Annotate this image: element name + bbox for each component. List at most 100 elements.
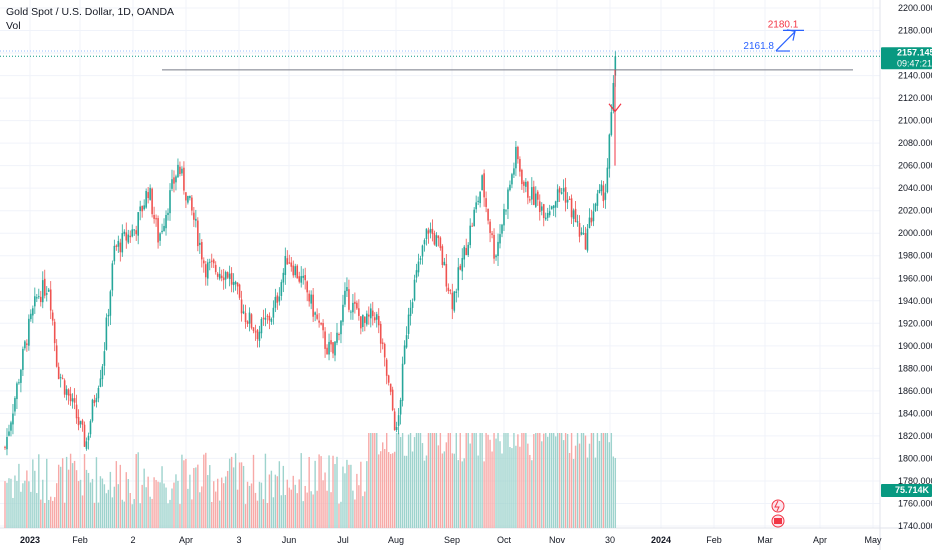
candle-body <box>322 323 324 331</box>
volume-bar <box>483 461 485 528</box>
candle-body <box>588 217 591 229</box>
candle-body <box>308 293 310 302</box>
candle-body <box>278 296 281 302</box>
candle-body <box>548 211 551 216</box>
volume-bar <box>219 500 221 528</box>
candle-body <box>246 321 249 324</box>
volume-bar <box>614 457 617 528</box>
volume-bar <box>312 494 314 528</box>
candle-body <box>533 186 535 205</box>
volume-bar <box>465 433 467 528</box>
volume-bar <box>525 433 527 528</box>
volume-bar <box>228 458 231 528</box>
up-arrow-head <box>786 29 796 41</box>
candle-body <box>298 276 301 282</box>
candle-body <box>493 234 495 259</box>
volume-bar <box>409 433 412 528</box>
volume-bar <box>187 488 189 528</box>
volume-bar <box>129 492 131 528</box>
volume-bar <box>356 473 358 528</box>
time-tick-label: Oct <box>497 535 512 545</box>
volume-bar <box>215 491 217 528</box>
volume-bar <box>103 484 106 528</box>
price-axis[interactable]: 2200.0002180.0002160.0002140.0002120.000… <box>898 3 932 531</box>
candle-body <box>177 164 179 178</box>
volume-bar <box>18 463 20 528</box>
candle-body <box>556 189 559 203</box>
price-tick-label: 1860.000 <box>898 386 932 396</box>
volume-bar <box>346 459 348 528</box>
candle-body <box>153 214 155 219</box>
candle-body <box>362 314 364 328</box>
price-tick-label: 1960.000 <box>898 273 932 283</box>
candle-body <box>592 211 595 222</box>
candle-body <box>383 343 386 358</box>
candle-body <box>328 341 330 355</box>
candle-body <box>433 233 436 245</box>
time-tick-label: 2 <box>130 535 135 545</box>
volume-bar <box>554 436 557 528</box>
candle-body <box>69 393 72 402</box>
volume-bar <box>121 499 123 528</box>
candle-body <box>564 187 567 203</box>
chart-icons[interactable] <box>771 499 785 528</box>
volume-bar <box>155 479 157 528</box>
candle-body <box>509 184 511 191</box>
candle-body <box>260 318 263 334</box>
candle-body <box>199 242 201 245</box>
volume-bar <box>578 443 581 528</box>
candle-body <box>558 187 561 193</box>
candle-body <box>531 187 533 200</box>
candle-body <box>397 415 400 426</box>
volume-bar <box>380 451 382 528</box>
volume-bar <box>256 500 259 528</box>
volume-bar <box>117 484 120 528</box>
volume-bar <box>443 451 446 528</box>
volume-bar <box>137 452 139 528</box>
volume-bar <box>282 465 285 528</box>
candle-body <box>206 262 209 279</box>
candle-body <box>439 237 442 249</box>
candle-body <box>220 275 223 278</box>
volume-bar <box>236 489 239 528</box>
volume-bar <box>296 493 298 528</box>
candle-body <box>37 296 40 298</box>
volume-legend-label[interactable]: Vol <box>6 20 21 32</box>
volume-bar <box>81 495 84 528</box>
candle-body <box>455 291 458 293</box>
candle-body <box>594 203 597 211</box>
symbol-title[interactable]: Gold Spot / U.S. Dollar, 1D, OANDA <box>6 6 175 18</box>
time-axis[interactable]: 2023 Feb 2 Apr 3 Jun Jul Aug Sep Oct Nov 30 2024 Feb M… <box>20 535 882 545</box>
candle-body <box>103 351 106 366</box>
candle-body <box>562 188 565 192</box>
candle-body <box>230 272 233 285</box>
target-label-1: 2161.8 <box>743 41 774 52</box>
volume-bar <box>586 457 589 528</box>
volume-bar <box>197 464 199 528</box>
volume-bar <box>234 453 237 528</box>
candle-body <box>318 320 320 323</box>
candle-body <box>294 266 297 276</box>
candle-body <box>181 168 183 174</box>
candle-body <box>89 421 92 435</box>
candle-body <box>419 258 422 260</box>
candle-body <box>356 302 358 309</box>
candle-body <box>401 363 404 401</box>
candle-body <box>238 284 241 298</box>
drawing-annotations[interactable]: 2161.8 2180.1 <box>608 19 804 166</box>
price-tick-label: 2080.000 <box>898 138 932 148</box>
volume-bar <box>368 433 370 528</box>
candle-body <box>125 232 128 241</box>
volume-bar <box>399 437 402 528</box>
volume-bar <box>384 449 386 528</box>
volume-bar <box>580 433 583 528</box>
candle-body <box>167 212 169 216</box>
target-label-2: 2180.1 <box>768 19 799 30</box>
candle-body <box>473 209 475 227</box>
volume-bar <box>513 433 515 528</box>
candle-body <box>47 289 50 292</box>
volume-bar <box>558 433 561 528</box>
candle-body <box>507 189 509 210</box>
volume-bar <box>427 433 430 528</box>
